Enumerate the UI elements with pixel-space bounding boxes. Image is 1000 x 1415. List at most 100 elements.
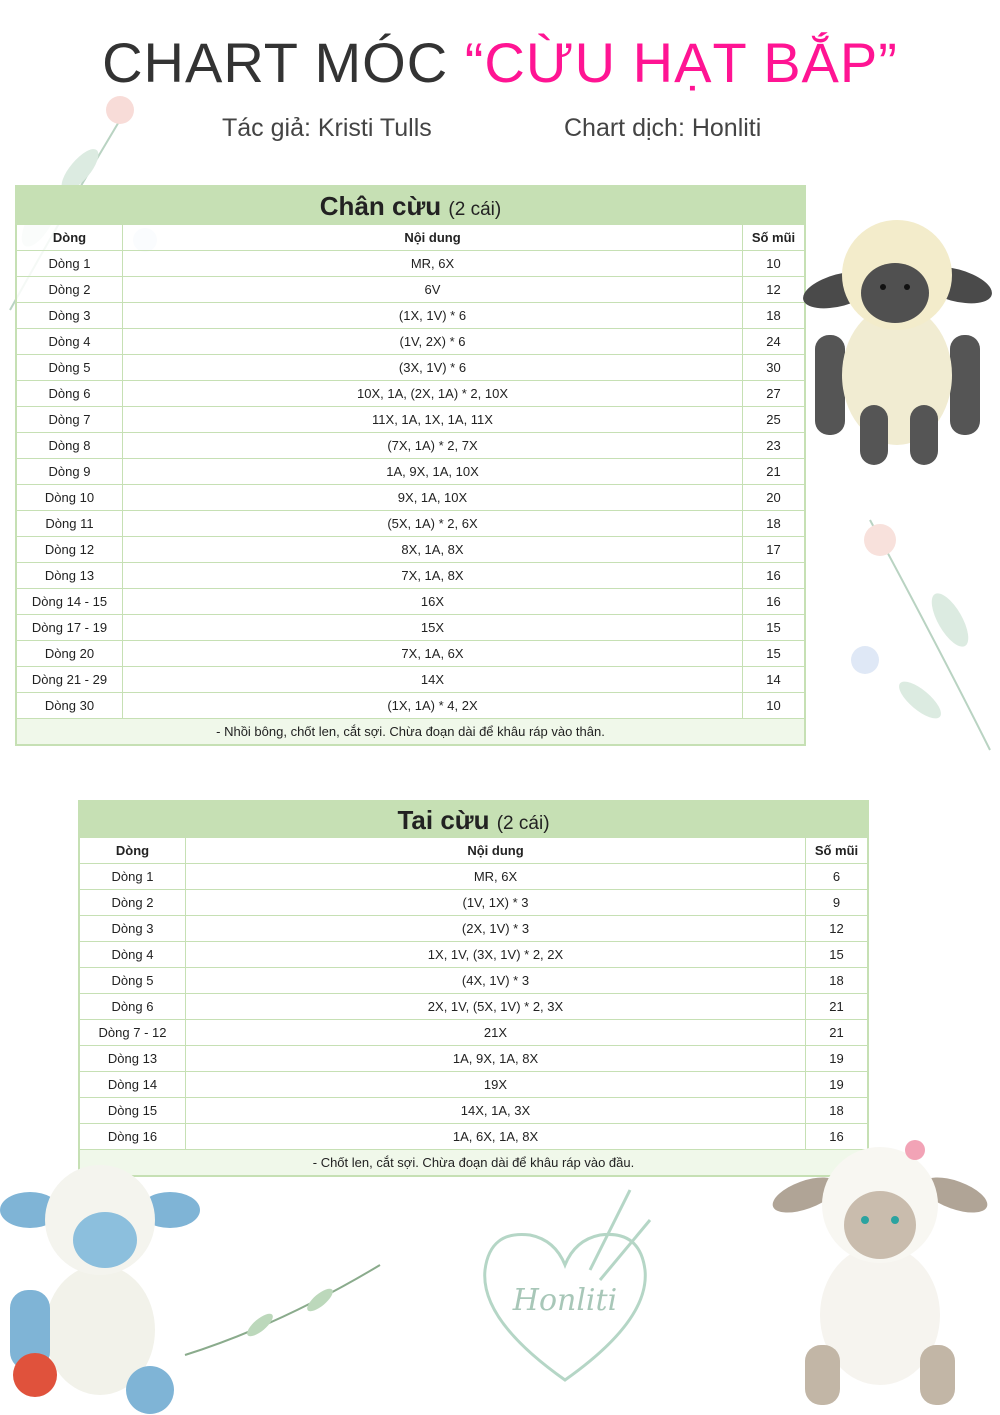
table-title: Chân cừu (2 cái) [17,185,804,225]
row-label: Dòng 11 [17,511,123,536]
table-row: Dòng 16 1A, 6X, 1A, 8X 16 [80,1124,867,1150]
table-row: Dòng 11 (5X, 1A) * 2, 6X 18 [17,511,804,537]
row-label: Dòng 13 [17,563,123,588]
row-content: MR, 6X [123,251,743,276]
row-content: 14X, 1A, 3X [186,1098,806,1123]
row-content: 8X, 1A, 8X [123,537,743,562]
table-row: Dòng 7 - 12 21X 21 [80,1020,867,1046]
table-title: Tai cừu (2 cái) [80,800,867,838]
stitch-count: 14 [766,672,781,687]
row-content: 14X [123,667,743,692]
table-row: Dòng 5 (4X, 1V) * 3 18 [80,968,867,994]
table-note: - Chốt len, cắt sợi. Chừa đoạn dài để kh… [80,1150,867,1175]
row-content: 11X, 1A, 1X, 1A, 11X [123,407,743,432]
row-content: (1V, 2X) * 6 [123,329,743,354]
row-label: Dòng 3 [17,303,123,328]
row-content: 10X, 1A, (2X, 1A) * 2, 10X [123,381,743,406]
table-qty: (2 cái) [496,813,550,834]
table-row: Dòng 1 MR, 6X 6 [80,864,867,890]
row-content: 15X [123,615,743,640]
table-row: Dòng 8 (7X, 1A) * 2, 7X 23 [17,433,804,459]
stitch-count: 21 [829,999,844,1014]
row-label: Dòng 16 [80,1124,186,1149]
row-label: Dòng 4 [80,942,186,967]
stitch-count: 30 [766,360,781,375]
row-content: 1A, 9X, 1A, 10X [123,459,743,484]
table-row: Dòng 20 7X, 1A, 6X 15 [17,641,804,667]
row-label: Dòng 10 [17,485,123,510]
row-content: MR, 6X [186,864,806,889]
table-row: Dòng 14 19X 19 [80,1072,867,1098]
table-tai-cuu: Tai cừu (2 cái) Dòng Nội dung Số mũi Dòn… [78,800,869,1177]
table-row: Dòng 10 9X, 1A, 10X 20 [17,485,804,511]
table-row: Dòng 30 (1X, 1A) * 4, 2X 10 [17,693,804,719]
table-row: Dòng 21 - 29 14X 14 [17,667,804,693]
table-row: Dòng 3 (1X, 1V) * 6 18 [17,303,804,329]
stitch-count: 18 [829,973,844,988]
title-main: CHART MÓC [102,31,449,94]
row-content: (7X, 1A) * 2, 7X [123,433,743,458]
stitch-count: 10 [766,698,781,713]
table-row: Dòng 14 - 15 16X 16 [17,589,804,615]
table-row: Dòng 6 10X, 1A, (2X, 1A) * 2, 10X 27 [17,381,804,407]
table-chan-cuu: Chân cừu (2 cái) Dòng Nội dung Số mũi Dò… [15,185,806,746]
row-content: 1X, 1V, (3X, 1V) * 2, 2X [186,942,806,967]
row-label: Dòng 30 [17,693,123,718]
row-label: Dòng 1 [17,251,123,276]
row-content: (1V, 1X) * 3 [186,890,806,915]
table-qty: (2 cái) [448,199,502,220]
leaf-branch-decoration [184,1264,381,1356]
row-label: Dòng 1 [80,864,186,889]
row-label: Dòng 2 [17,277,123,302]
row-label: Dòng 14 - 15 [17,589,123,614]
stitch-count: 16 [829,1129,844,1144]
row-label: Dòng 15 [80,1098,186,1123]
table-row: Dòng 3 (2X, 1V) * 3 12 [80,916,867,942]
table-row: Dòng 5 (3X, 1V) * 6 30 [17,355,804,381]
table-header-row: Dòng Nội dung Số mũi [80,838,867,864]
table-row: Dòng 17 - 19 15X 15 [17,615,804,641]
stitch-count: 20 [766,490,781,505]
row-label: Dòng 2 [80,890,186,915]
row-label: Dòng 7 - 12 [80,1020,186,1045]
table-row: Dòng 9 1A, 9X, 1A, 10X 21 [17,459,804,485]
row-label: Dòng 9 [17,459,123,484]
header-so-mui: Số mũi [814,843,859,858]
row-content: 6V [123,277,743,302]
translator-label: Chart dịch: Honliti [564,114,762,142]
table-row: Dòng 13 1A, 9X, 1A, 8X 19 [80,1046,867,1072]
stitch-count: 10 [766,256,781,271]
row-label: Dòng 8 [17,433,123,458]
table-row: Dòng 7 11X, 1A, 1X, 1A, 11X 25 [17,407,804,433]
table-row: Dòng 4 (1V, 2X) * 6 24 [17,329,804,355]
row-label: Dòng 4 [17,329,123,354]
row-content: 21X [186,1020,806,1045]
stitch-count: 12 [829,921,844,936]
row-label: Dòng 5 [80,968,186,993]
stitch-count: 15 [829,947,844,962]
row-content: (4X, 1V) * 3 [186,968,806,993]
row-content: 7X, 1A, 6X [123,641,743,666]
stitch-count: 23 [766,438,781,453]
stitch-count: 15 [766,620,781,635]
row-content: 1A, 9X, 1A, 8X [186,1046,806,1071]
stitch-count: 21 [829,1025,844,1040]
honliti-logo: Honliti [483,1189,652,1382]
header-so-mui: Số mũi [751,230,796,245]
stitch-count: 19 [829,1051,844,1066]
stitch-count: 18 [829,1103,844,1118]
row-content: (5X, 1A) * 2, 6X [123,511,743,536]
row-content: 16X [123,589,743,614]
header-dong: Dòng [17,225,123,250]
table-note: - Nhồi bông, chốt len, cắt sợi. Chừa đoạ… [17,719,804,744]
stitch-count: 17 [766,542,781,557]
table-row: Dòng 2 6V 12 [17,277,804,303]
table-row: Dòng 4 1X, 1V, (3X, 1V) * 2, 2X 15 [80,942,867,968]
row-content: 1A, 6X, 1A, 8X [186,1124,806,1149]
table-row: Dòng 2 (1V, 1X) * 3 9 [80,890,867,916]
stitch-count: 19 [829,1077,844,1092]
white-sheep-image [772,1140,988,1405]
row-label: Dòng 12 [17,537,123,562]
stitch-count: 15 [766,646,781,661]
stitch-count: 18 [766,516,781,531]
